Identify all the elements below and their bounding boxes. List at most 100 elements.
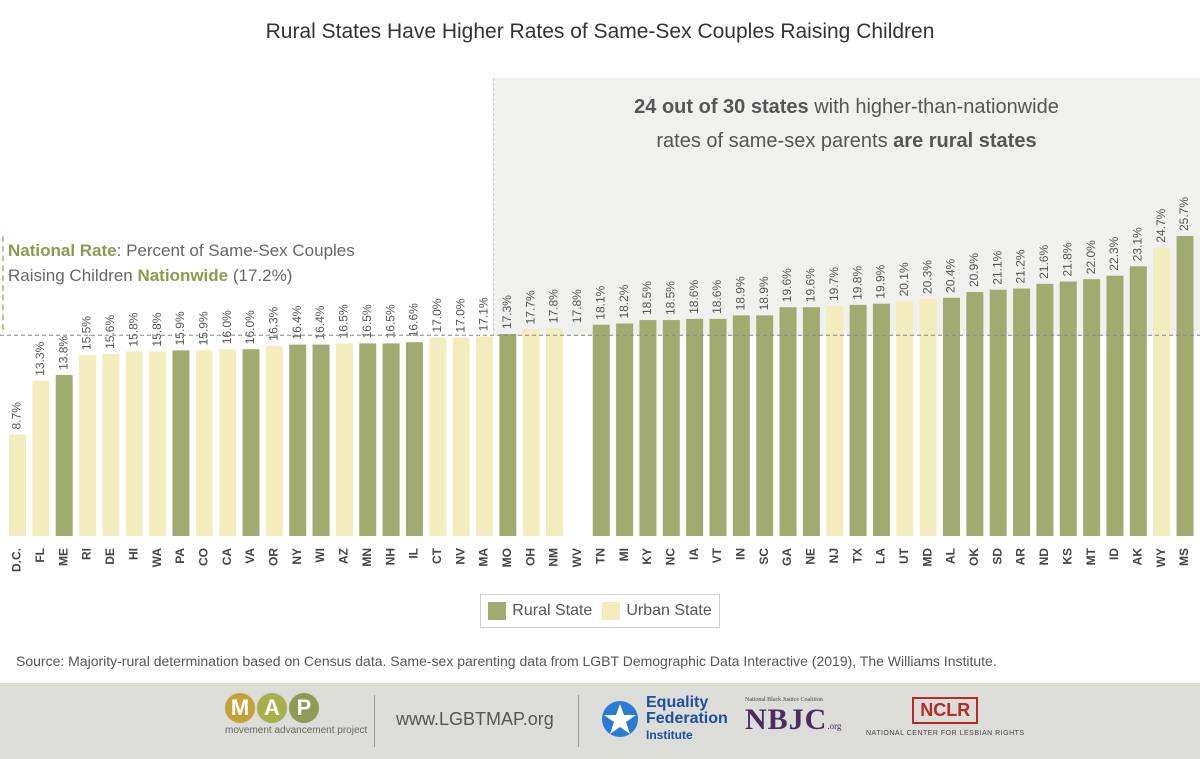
category-label: SC (757, 548, 771, 565)
footer-divider-2 (578, 695, 579, 747)
legend-label-urban: Urban State (626, 602, 712, 619)
bar-nv (452, 337, 470, 536)
nclr-wordmark: NCLR (912, 697, 979, 724)
nclr-logo[interactable]: NCLR NATIONAL CENTER FOR LESBIAN RIGHTS (866, 697, 1025, 737)
nbjc-logo[interactable]: National Black Justice Coalition NBJC.or… (745, 697, 841, 737)
bar-mo (499, 334, 517, 536)
bar-chart: 8.7% D.C. 13.3% FL 13.8% ME 15.5% RI 15.6% DE 15.8… (0, 197, 1200, 572)
value-label: 24.7% (1154, 208, 1168, 242)
bar-ok (966, 292, 984, 536)
category-label: HI (126, 548, 140, 560)
bar-or (265, 345, 283, 536)
category-label: OH (523, 548, 537, 566)
value-label: 13.3% (33, 341, 47, 375)
value-label: 21.8% (1060, 242, 1074, 276)
value-label: 17.0% (453, 298, 467, 332)
value-label: 20.1% (897, 262, 911, 296)
value-label: 20.9% (967, 253, 981, 287)
rural-swatch (488, 602, 507, 620)
eq-line-1: Equality (646, 694, 709, 711)
bar-va (242, 349, 260, 536)
category-label: MI (617, 548, 631, 561)
national-rate-note: National Rate: Percent of Same-Sex Coupl… (8, 238, 428, 288)
category-label: FL (33, 548, 47, 563)
category-label: AR (1014, 548, 1028, 566)
bar-wa (149, 351, 167, 536)
legend-item-urban: Urban State (602, 602, 712, 620)
source-note: Source: Majority-rural determination bas… (16, 653, 997, 669)
value-label: 15.5% (80, 316, 94, 350)
bar-hi (125, 351, 143, 536)
category-label: TX (850, 548, 864, 563)
bar-al (943, 297, 960, 536)
value-label: 15.8% (150, 312, 164, 346)
value-label: 18.1% (593, 285, 607, 319)
category-label: D.C. (10, 548, 24, 572)
value-label: 17.7% (523, 290, 537, 324)
value-label: 22.0% (1084, 240, 1098, 274)
chart-title: Rural States Have Higher Rates of Same-S… (265, 20, 935, 43)
national-rate-text-1: : Percent of Same-Sex Couples (116, 241, 355, 260)
bar-de (102, 353, 120, 536)
bar-ne (802, 307, 820, 536)
value-label: 16.5% (360, 304, 374, 338)
category-label: OK (967, 548, 981, 566)
site-url-link[interactable]: www.LGBTMAP.org (396, 709, 554, 729)
value-label: 19.6% (804, 268, 818, 302)
bar-ak (1129, 266, 1147, 536)
category-label: MT (1084, 547, 1098, 565)
value-label: 17.3% (500, 295, 514, 329)
category-label: MA (477, 548, 491, 567)
category-label: ID (1107, 548, 1121, 560)
category-label: MO (500, 548, 514, 567)
category-label: VT (710, 547, 724, 563)
category-label: MS (1177, 548, 1191, 566)
bar-nm (546, 328, 564, 536)
category-label: WV (570, 548, 584, 567)
category-label: KY (640, 548, 654, 565)
bar-in (732, 315, 750, 536)
category-label: KS (1060, 548, 1074, 565)
value-label: 17.1% (477, 297, 491, 331)
bar-ks (1059, 281, 1077, 536)
category-label: NJ (827, 548, 841, 563)
category-label: SD (990, 548, 1004, 565)
category-label: LA (874, 548, 888, 564)
map-letter-p: P (289, 693, 319, 723)
category-label: RI (80, 548, 94, 560)
bar-ar (1013, 288, 1031, 536)
map-subtitle: movement advancement project (225, 725, 368, 736)
value-label: 18.6% (687, 280, 701, 314)
bar-tx (849, 304, 867, 536)
value-label: 16.0% (220, 310, 234, 344)
bar-ma (476, 336, 493, 536)
bar-pa (172, 350, 190, 536)
category-label: IA (687, 548, 701, 560)
value-label: 22.3% (1107, 236, 1121, 270)
callout-bold-2: are rural states (893, 130, 1037, 152)
value-label: 21.6% (1037, 245, 1051, 279)
category-label: AZ (337, 548, 351, 564)
category-label: NM (547, 548, 561, 567)
bar-me (55, 374, 73, 536)
bar-ri (79, 355, 97, 536)
value-label: 15.6% (103, 315, 117, 349)
bar-fl (32, 380, 50, 536)
category-label: NH (383, 548, 397, 565)
bar-ut (896, 301, 914, 536)
map-logo[interactable]: M A P movement advancement project (225, 693, 367, 736)
bar-nc (662, 320, 680, 536)
value-label: 18.6% (710, 280, 724, 314)
map-letter-a: A (257, 693, 287, 723)
value-label: 15.9% (196, 311, 210, 345)
category-label: AL (944, 548, 958, 564)
bar-dc (9, 434, 26, 536)
category-label: NC (663, 548, 677, 566)
equality-federation-logo[interactable]: Equality Federation Institute (600, 695, 728, 743)
legend-label-rural: Rural State (512, 602, 593, 619)
value-label: 17.0% (430, 298, 444, 332)
category-label: WY (1154, 548, 1168, 567)
bar-nh (382, 343, 400, 536)
national-rate-bold: National Rate (8, 241, 117, 260)
category-label: IL (407, 548, 421, 559)
